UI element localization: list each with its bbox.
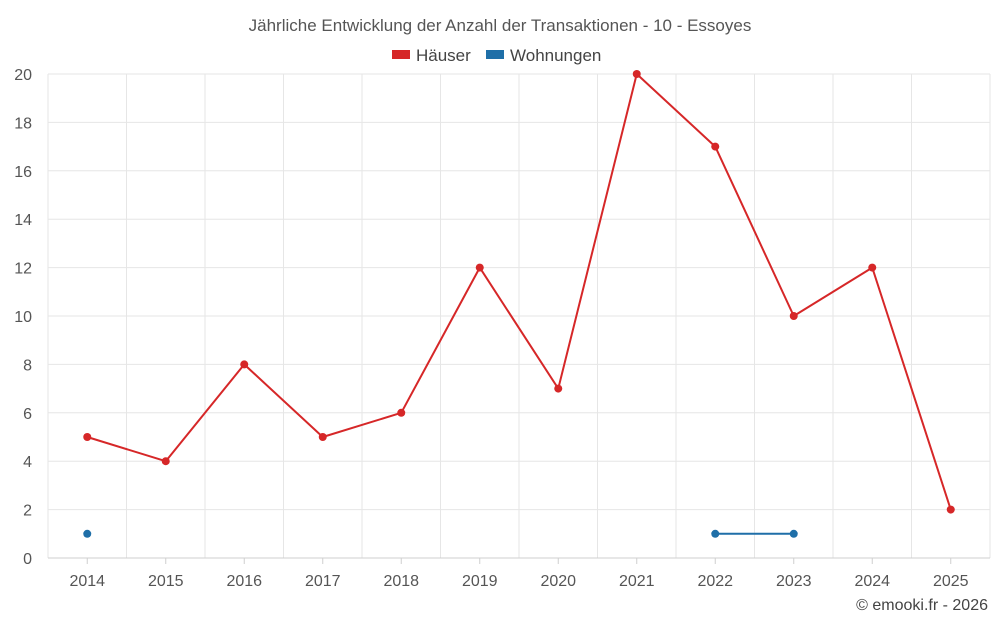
legend-label: Wohnungen (510, 46, 601, 65)
legend-label: Häuser (416, 46, 471, 65)
y-tick-label: 2 (23, 503, 32, 520)
data-point-wohnungen[interactable] (711, 529, 720, 538)
y-tick-label: 20 (14, 67, 32, 84)
grid (47, 73, 991, 559)
data-point-haeuser[interactable] (318, 433, 327, 441)
legend-item-haeuser[interactable]: Häuser (392, 46, 471, 65)
data-point-wohnungen[interactable] (789, 529, 798, 538)
y-tick-label: 14 (14, 212, 32, 229)
series-wohnungen (83, 529, 798, 538)
x-tick-label: 2018 (383, 573, 419, 590)
data-point-haeuser[interactable] (161, 457, 170, 466)
y-tick-label: 8 (23, 357, 32, 374)
data-point-haeuser[interactable] (632, 70, 641, 78)
y-tick-label: 16 (14, 164, 32, 181)
data-point-haeuser[interactable] (868, 263, 877, 272)
legend: Häuser Wohnungen (392, 46, 601, 65)
x-tick-label: 2015 (148, 573, 184, 590)
x-axis: 2014 2015 2016 2017 2018 2019 2020 2021 2022 2023… (69, 558, 969, 590)
data-point-haeuser[interactable] (240, 360, 249, 369)
x-tick-label: 2014 (69, 573, 105, 590)
y-tick-label: 4 (23, 454, 32, 471)
data-point-haeuser[interactable] (83, 433, 92, 441)
x-tick-label: 2023 (776, 573, 812, 590)
x-tick-label: 2019 (462, 573, 498, 590)
series-group (83, 70, 955, 538)
data-point-haeuser[interactable] (711, 142, 720, 151)
y-axis: 0 2 4 6 8 10 12 14 16 18 20 (14, 67, 32, 568)
legend-swatch (392, 50, 410, 59)
series-line-haeuser (86, 73, 952, 510)
data-point-haeuser[interactable] (397, 408, 406, 417)
x-tick-label: 2020 (540, 573, 576, 590)
y-tick-label: 6 (23, 406, 32, 423)
chart-title: Jährliche Entwicklung der Anzahl der Tra… (249, 16, 752, 35)
legend-item-wohnungen[interactable]: Wohnungen (486, 46, 601, 65)
data-point-haeuser[interactable] (554, 384, 563, 393)
x-tick-label: 2025 (933, 573, 969, 590)
legend-swatch (486, 50, 504, 59)
y-tick-label: 10 (14, 309, 32, 326)
x-tick-label: 2021 (619, 573, 655, 590)
y-tick-label: 18 (14, 115, 32, 132)
data-point-haeuser[interactable] (946, 505, 955, 514)
x-tick-label: 2016 (226, 573, 262, 590)
y-tick-label: 0 (23, 551, 32, 568)
y-tick-label: 12 (14, 261, 32, 278)
data-point-wohnungen[interactable] (83, 529, 92, 538)
data-point-haeuser[interactable] (475, 263, 484, 272)
x-tick-label: 2024 (854, 573, 890, 590)
x-tick-label: 2017 (305, 573, 341, 590)
data-point-haeuser[interactable] (789, 312, 798, 320)
series-haeuser (83, 70, 955, 514)
x-tick-label: 2022 (697, 573, 733, 590)
credit-text: © emooki.fr - 2026 (856, 597, 988, 614)
